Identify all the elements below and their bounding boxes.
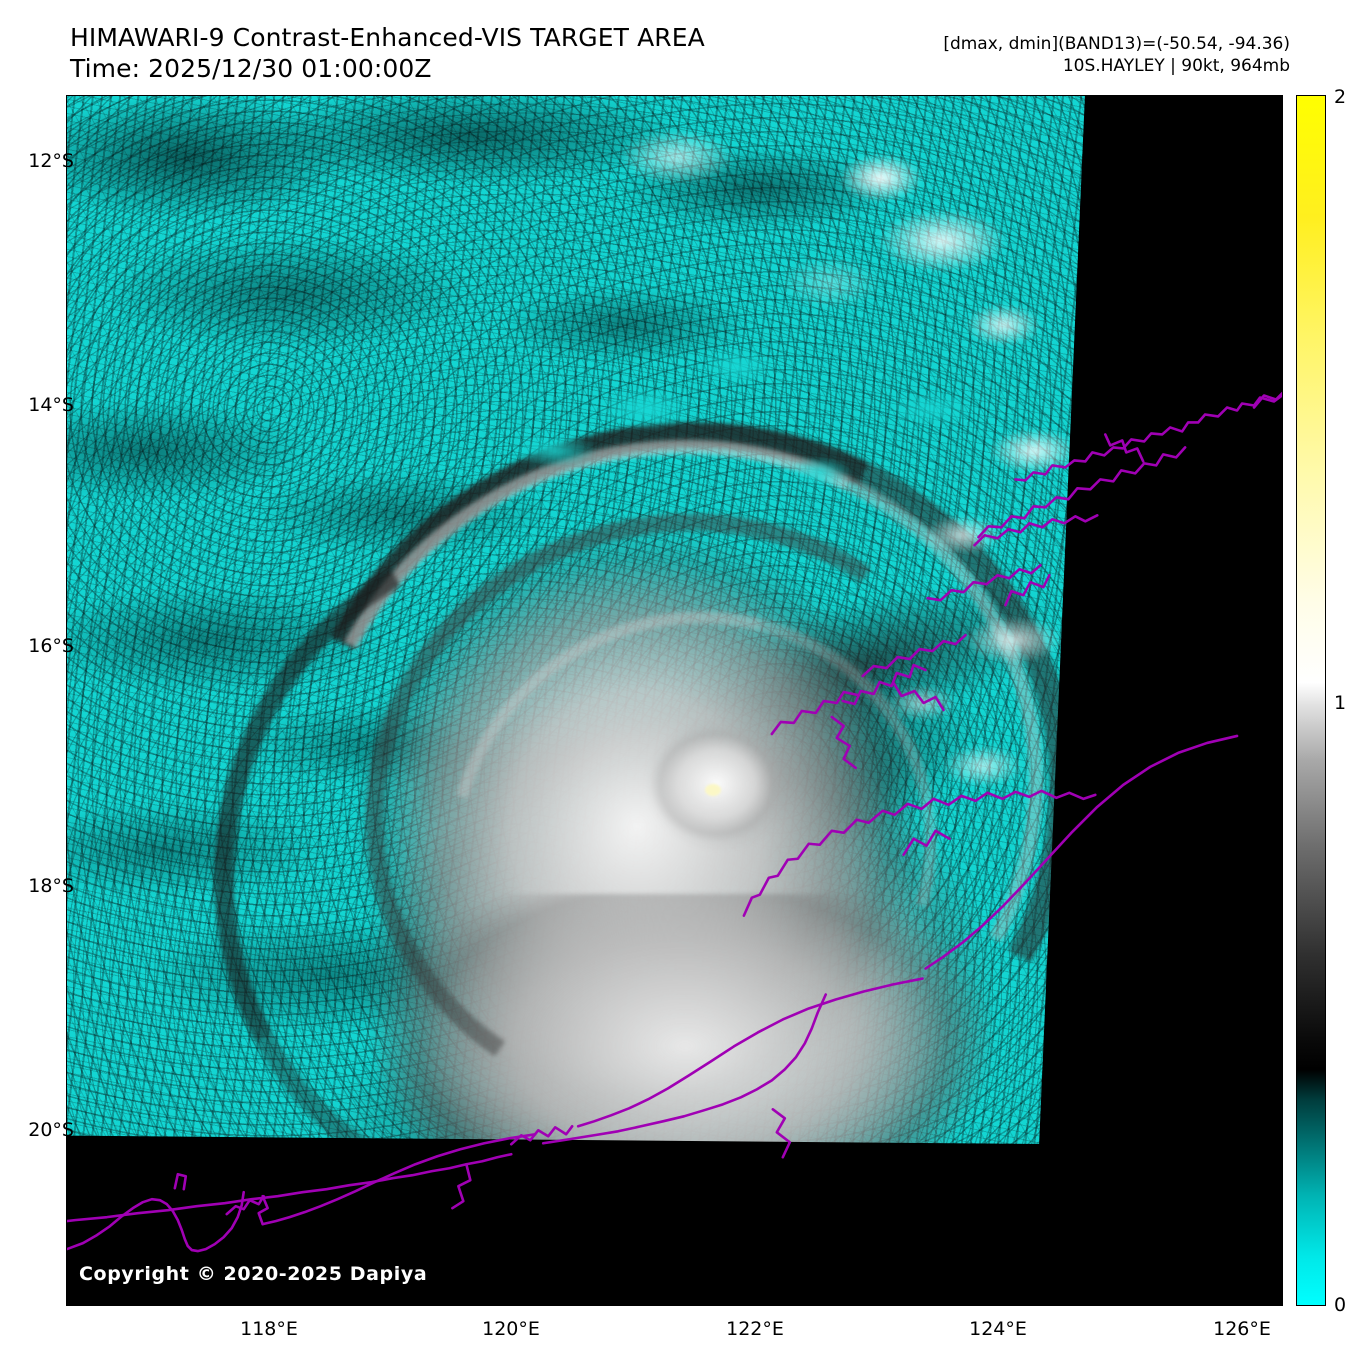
- y-axis-tick-16S: 16°S: [28, 635, 74, 657]
- cold-cloud-tops: [67, 96, 1085, 1144]
- y-axis-tick-12S: 12°S: [28, 150, 74, 172]
- data-range-label: [dmax, dmin](BAND13)=(-50.54, -94.36): [943, 34, 1290, 54]
- satellite-swath: [67, 96, 1085, 1144]
- colorbar-tick-1: 1: [1334, 692, 1347, 714]
- copyright-label: Copyright © 2020-2025 Dapiya: [79, 1263, 428, 1285]
- y-axis-tick-18S: 18°S: [28, 875, 74, 897]
- x-axis-tick-122E: 122°E: [726, 1318, 784, 1340]
- colorbar-tick-2: 2: [1334, 86, 1347, 108]
- x-axis-tick-118E: 118°E: [240, 1318, 298, 1340]
- satellite-image-plot[interactable]: Copyright © 2020-2025 Dapiya: [66, 95, 1283, 1306]
- y-axis-tick-14S: 14°S: [28, 394, 74, 416]
- header-title-block: HIMAWARI-9 Contrast-Enhanced-VIS TARGET …: [70, 22, 830, 84]
- page-title: HIMAWARI-9 Contrast-Enhanced-VIS TARGET …: [70, 23, 705, 52]
- colorbar-tick-0: 0: [1334, 1294, 1347, 1316]
- x-axis-tick-124E: 124°E: [969, 1318, 1027, 1340]
- timestamp-label: Time: 2025/12/30 01:00:00Z: [70, 54, 432, 83]
- x-axis-tick-126E: 126°E: [1213, 1318, 1271, 1340]
- y-axis-tick-20S: 20°S: [28, 1119, 74, 1141]
- x-axis-tick-120E: 120°E: [482, 1318, 540, 1340]
- header-metadata-block: [dmax, dmin](BAND13)=(-50.54, -94.36) 10…: [943, 33, 1290, 77]
- plot-inner: [67, 96, 1282, 1305]
- storm-info-label: 10S.HAYLEY | 90kt, 964mb: [1062, 56, 1290, 76]
- colorbar[interactable]: [1296, 95, 1326, 1306]
